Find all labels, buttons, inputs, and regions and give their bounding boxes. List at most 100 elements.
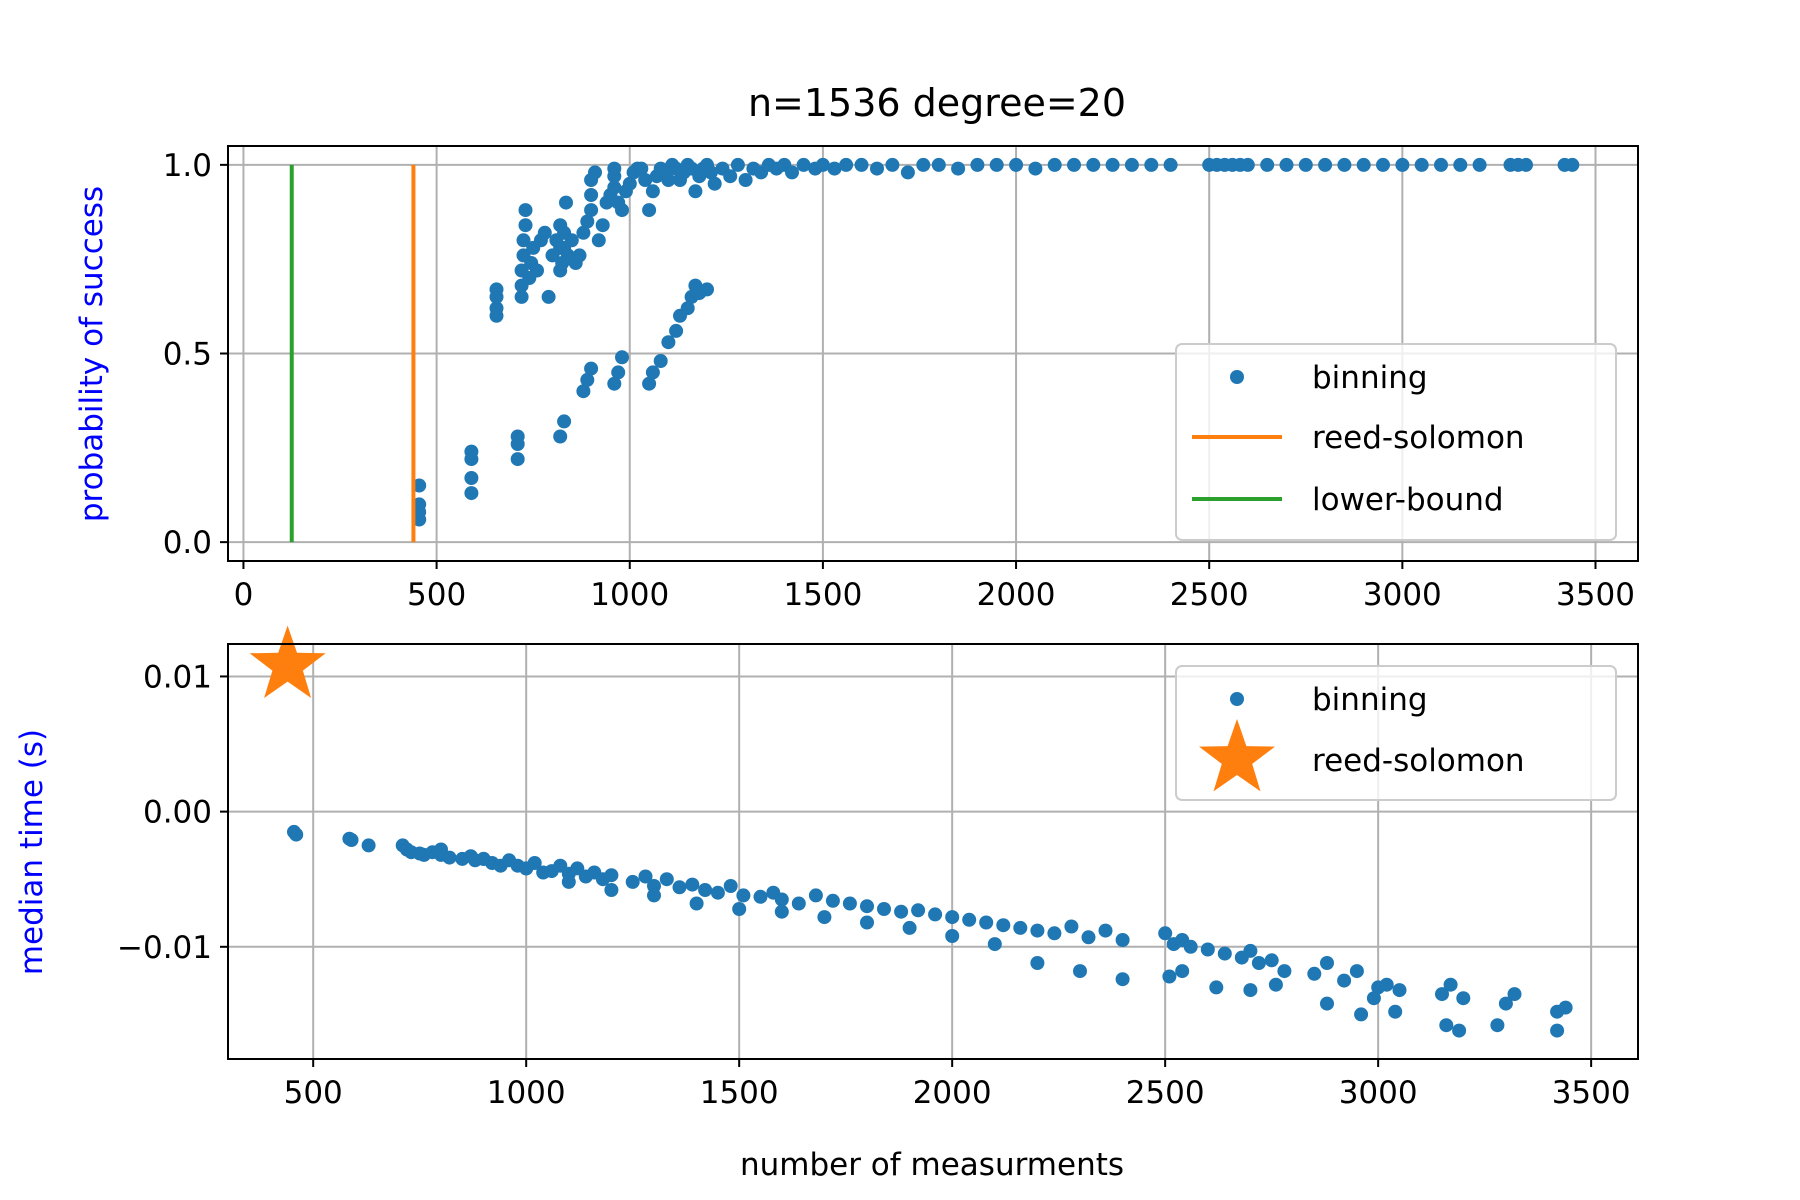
top-plot-area	[289, 157, 1580, 543]
point-binning	[738, 173, 753, 187]
legend-label-lower-bound: lower-bound	[1312, 482, 1504, 518]
point-binning	[1105, 157, 1120, 172]
point-binning	[703, 165, 718, 180]
point-binning	[700, 282, 714, 297]
top-y-tick-label: 0.5	[163, 337, 212, 373]
point-binning	[1243, 943, 1258, 958]
point-binning	[564, 233, 579, 248]
point-binning	[698, 883, 713, 897]
point-binning	[1435, 987, 1449, 1002]
point-binning	[514, 289, 529, 304]
point-binning	[1472, 157, 1487, 172]
point-binning	[1392, 983, 1407, 998]
point-binning	[774, 892, 789, 907]
point-binning	[580, 214, 595, 229]
point-binning	[877, 902, 891, 916]
point-binning	[661, 335, 676, 350]
bottom-legend-box	[1175, 665, 1617, 801]
point-binning	[464, 444, 479, 459]
point-binning	[885, 157, 900, 172]
point-binning	[537, 225, 552, 240]
point-binning	[607, 376, 622, 391]
point-binning	[723, 169, 738, 184]
point-binning	[561, 874, 576, 889]
point-binning	[688, 184, 703, 199]
top-y-tick-label: 1.0	[163, 148, 212, 184]
bottom-y-tick-label: 0.01	[143, 659, 212, 695]
point-binning	[962, 912, 977, 927]
point-binning	[1395, 157, 1410, 172]
top-y-tick-label: 0.0	[163, 525, 212, 561]
point-binning	[839, 157, 854, 172]
point-binning	[808, 888, 823, 903]
point-binning	[607, 161, 622, 176]
point-binning	[1200, 942, 1215, 957]
bottom-x-tick-label: 3000	[1339, 1075, 1418, 1111]
point-binning	[707, 176, 722, 191]
bottom-x-tick-label: 2500	[1126, 1075, 1205, 1111]
point-binning	[607, 180, 622, 195]
point-binning	[1115, 972, 1130, 987]
point-binning	[774, 904, 789, 919]
point-binning	[860, 915, 874, 930]
point-binning	[1260, 157, 1275, 172]
point-binning	[604, 883, 619, 897]
x-axis-label: number of measurments	[740, 1147, 1124, 1183]
point-binning	[510, 429, 525, 444]
point-binning	[1162, 969, 1177, 984]
point-binning	[785, 165, 799, 180]
point-binning	[894, 904, 909, 919]
legend-label-reed-solomon: reed-solomon	[1312, 420, 1525, 456]
point-binning	[1356, 157, 1371, 172]
point-binning	[1298, 157, 1313, 172]
point-binning	[842, 896, 857, 911]
top-x-tick-label: 2000	[977, 577, 1056, 613]
point-binning	[970, 157, 985, 172]
point-binning	[1009, 157, 1024, 172]
point-binning	[489, 282, 504, 297]
point-binning	[945, 910, 960, 925]
point-binning	[634, 161, 649, 176]
legend-marker-binning	[1230, 370, 1244, 384]
chart-title: n=1536 degree=20	[748, 81, 1126, 125]
point-binning	[1388, 1004, 1403, 1019]
point-binning	[1320, 956, 1334, 970]
top-legend: binning reed-solomon lower-bound	[1175, 343, 1617, 541]
point-binning	[516, 233, 531, 248]
point-binning	[791, 896, 806, 911]
point-binning	[518, 218, 533, 233]
point-binning	[530, 263, 544, 278]
point-binning	[1013, 920, 1028, 935]
top-x-tick-label: 1500	[783, 577, 862, 613]
point-binning	[902, 920, 917, 935]
point-binning	[669, 323, 684, 338]
bottom-x-tick-label: 2000	[913, 1075, 992, 1111]
point-binning	[827, 161, 842, 176]
point-binning	[588, 165, 602, 180]
point-binning	[1240, 157, 1255, 172]
point-binning	[796, 157, 811, 172]
point-binning	[1098, 923, 1113, 938]
bottom-y-tick-label: −0.01	[117, 930, 212, 966]
point-binning	[1030, 956, 1045, 970]
point-binning	[576, 384, 591, 399]
point-binning	[1349, 964, 1364, 979]
point-binning	[412, 497, 427, 512]
point-binning	[661, 173, 676, 187]
point-binning	[1144, 157, 1159, 172]
point-binning	[987, 937, 1002, 952]
point-binning	[1030, 923, 1045, 938]
point-binning	[434, 842, 448, 857]
top-panel-probability: 0 500 1000 1500 2000 2500 3000 3500 0.0 0.5 1.0 pr…	[74, 145, 1639, 613]
legend-label-reed-solomon-bottom: reed-solomon	[1312, 743, 1525, 779]
point-binning	[1490, 1018, 1505, 1033]
point-binning	[1264, 953, 1279, 968]
point-binning	[476, 851, 491, 866]
point-binning	[572, 248, 587, 263]
point-binning	[1086, 157, 1101, 172]
point-binning	[916, 157, 931, 172]
point-binning	[1376, 157, 1390, 172]
star-reed-solomon	[249, 625, 326, 698]
point-binning	[553, 429, 568, 444]
